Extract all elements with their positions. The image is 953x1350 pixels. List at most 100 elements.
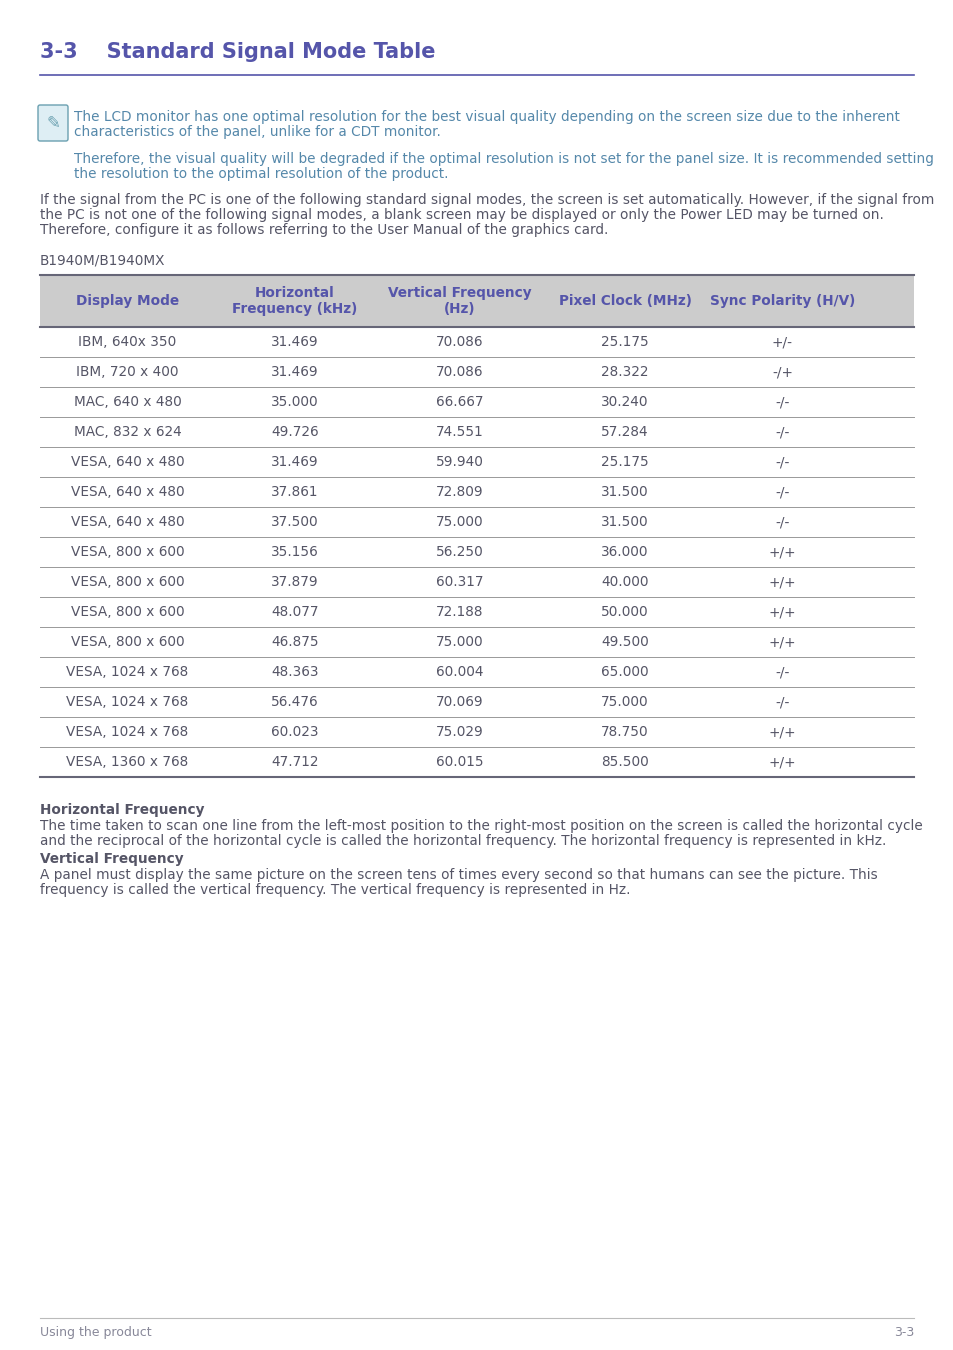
- Text: MAC, 832 x 624: MAC, 832 x 624: [73, 425, 181, 439]
- Text: Vertical Frequency
(Hz): Vertical Frequency (Hz): [388, 286, 531, 316]
- Text: 3-3    Standard Signal Mode Table: 3-3 Standard Signal Mode Table: [40, 42, 435, 62]
- Text: 70.086: 70.086: [436, 364, 483, 379]
- Text: -/-: -/-: [775, 514, 789, 529]
- Text: 31.469: 31.469: [271, 335, 318, 350]
- Text: 3-3: 3-3: [893, 1326, 913, 1339]
- Text: +/+: +/+: [768, 575, 796, 589]
- Text: 60.317: 60.317: [436, 575, 483, 589]
- Text: -/-: -/-: [775, 455, 789, 468]
- Text: 66.667: 66.667: [436, 396, 483, 409]
- Text: the PC is not one of the following signal modes, a blank screen may be displayed: the PC is not one of the following signa…: [40, 208, 882, 221]
- Text: 60.004: 60.004: [436, 666, 483, 679]
- Text: IBM, 640x 350: IBM, 640x 350: [78, 335, 176, 350]
- Text: 72.188: 72.188: [436, 605, 483, 620]
- Text: 49.500: 49.500: [600, 634, 648, 649]
- Text: 78.750: 78.750: [600, 725, 648, 738]
- Text: 25.175: 25.175: [600, 335, 648, 350]
- Text: 35.156: 35.156: [271, 545, 318, 559]
- Text: VESA, 640 x 480: VESA, 640 x 480: [71, 485, 184, 500]
- Bar: [40, 275, 913, 327]
- Text: 57.284: 57.284: [600, 425, 648, 439]
- Text: 31.469: 31.469: [271, 364, 318, 379]
- Text: and the reciprocal of the horizontal cycle is called the horizontal frequency. T: and the reciprocal of the horizontal cyc…: [40, 834, 885, 848]
- Text: 31.500: 31.500: [600, 514, 648, 529]
- Text: characteristics of the panel, unlike for a CDT monitor.: characteristics of the panel, unlike for…: [74, 126, 440, 139]
- Text: 47.712: 47.712: [271, 755, 318, 770]
- Text: -/-: -/-: [775, 425, 789, 439]
- Text: 60.015: 60.015: [436, 755, 483, 770]
- FancyBboxPatch shape: [38, 105, 68, 140]
- Text: 50.000: 50.000: [600, 605, 648, 620]
- Text: 25.175: 25.175: [600, 455, 648, 468]
- Text: 37.500: 37.500: [271, 514, 318, 529]
- Text: -/-: -/-: [775, 396, 789, 409]
- Text: +/+: +/+: [768, 605, 796, 620]
- Text: VESA, 800 x 600: VESA, 800 x 600: [71, 545, 184, 559]
- Text: 49.726: 49.726: [271, 425, 318, 439]
- Text: 35.000: 35.000: [271, 396, 318, 409]
- Text: MAC, 640 x 480: MAC, 640 x 480: [73, 396, 181, 409]
- Text: 70.086: 70.086: [436, 335, 483, 350]
- Text: VESA, 1024 x 768: VESA, 1024 x 768: [67, 666, 189, 679]
- Text: +/+: +/+: [768, 725, 796, 738]
- Text: ✎: ✎: [46, 113, 60, 132]
- Text: VESA, 800 x 600: VESA, 800 x 600: [71, 575, 184, 589]
- Text: 60.023: 60.023: [271, 725, 318, 738]
- Text: Horizontal Frequency: Horizontal Frequency: [40, 803, 204, 817]
- Text: Display Mode: Display Mode: [76, 294, 179, 308]
- Text: 36.000: 36.000: [600, 545, 648, 559]
- Text: 31.469: 31.469: [271, 455, 318, 468]
- Text: -/+: -/+: [771, 364, 792, 379]
- Text: 46.875: 46.875: [271, 634, 318, 649]
- Text: 74.551: 74.551: [436, 425, 483, 439]
- Text: B1940M/B1940MX: B1940M/B1940MX: [40, 252, 165, 267]
- Text: +/+: +/+: [768, 634, 796, 649]
- Text: +/-: +/-: [771, 335, 792, 350]
- Text: -/-: -/-: [775, 666, 789, 679]
- Text: -/-: -/-: [775, 485, 789, 500]
- Text: 59.940: 59.940: [436, 455, 483, 468]
- Text: 28.322: 28.322: [600, 364, 648, 379]
- Text: 75.000: 75.000: [436, 634, 483, 649]
- Text: 75.000: 75.000: [600, 695, 648, 709]
- Text: 85.500: 85.500: [600, 755, 648, 770]
- Text: 40.000: 40.000: [600, 575, 648, 589]
- Text: Vertical Frequency: Vertical Frequency: [40, 852, 183, 865]
- Text: VESA, 1024 x 768: VESA, 1024 x 768: [67, 725, 189, 738]
- Text: 56.250: 56.250: [436, 545, 483, 559]
- Text: Using the product: Using the product: [40, 1326, 152, 1339]
- Text: Horizontal
Frequency (kHz): Horizontal Frequency (kHz): [233, 286, 357, 316]
- Text: VESA, 640 x 480: VESA, 640 x 480: [71, 455, 184, 468]
- Text: 72.809: 72.809: [436, 485, 483, 500]
- Text: VESA, 800 x 600: VESA, 800 x 600: [71, 605, 184, 620]
- Text: 37.861: 37.861: [271, 485, 318, 500]
- Text: VESA, 640 x 480: VESA, 640 x 480: [71, 514, 184, 529]
- Text: +/+: +/+: [768, 545, 796, 559]
- Text: 75.000: 75.000: [436, 514, 483, 529]
- Text: Therefore, the visual quality will be degraded if the optimal resolution is not : Therefore, the visual quality will be de…: [74, 153, 933, 166]
- Text: 48.363: 48.363: [271, 666, 318, 679]
- Text: Therefore, configure it as follows referring to the User Manual of the graphics : Therefore, configure it as follows refer…: [40, 223, 608, 238]
- Text: Sync Polarity (H/V): Sync Polarity (H/V): [709, 294, 854, 308]
- Text: 56.476: 56.476: [271, 695, 318, 709]
- Text: +/+: +/+: [768, 755, 796, 770]
- Text: A panel must display the same picture on the screen tens of times every second s: A panel must display the same picture on…: [40, 868, 877, 882]
- Text: The LCD monitor has one optimal resolution for the best visual quality depending: The LCD monitor has one optimal resoluti…: [74, 109, 899, 124]
- Text: 70.069: 70.069: [436, 695, 483, 709]
- Text: 31.500: 31.500: [600, 485, 648, 500]
- Text: 30.240: 30.240: [600, 396, 648, 409]
- Text: Pixel Clock (MHz): Pixel Clock (MHz): [558, 294, 691, 308]
- Text: -/-: -/-: [775, 695, 789, 709]
- Text: The time taken to scan one line from the left-most position to the right-most po: The time taken to scan one line from the…: [40, 819, 922, 833]
- Text: frequency is called the vertical frequency. The vertical frequency is represente: frequency is called the vertical frequen…: [40, 883, 630, 896]
- Text: 48.077: 48.077: [271, 605, 318, 620]
- Text: VESA, 1360 x 768: VESA, 1360 x 768: [67, 755, 189, 770]
- Text: VESA, 1024 x 768: VESA, 1024 x 768: [67, 695, 189, 709]
- Text: the resolution to the optimal resolution of the product.: the resolution to the optimal resolution…: [74, 167, 448, 181]
- Text: If the signal from the PC is one of the following standard signal modes, the scr: If the signal from the PC is one of the …: [40, 193, 933, 207]
- Text: 65.000: 65.000: [600, 666, 648, 679]
- Text: VESA, 800 x 600: VESA, 800 x 600: [71, 634, 184, 649]
- Text: IBM, 720 x 400: IBM, 720 x 400: [76, 364, 178, 379]
- Text: 75.029: 75.029: [436, 725, 483, 738]
- Text: 37.879: 37.879: [271, 575, 318, 589]
